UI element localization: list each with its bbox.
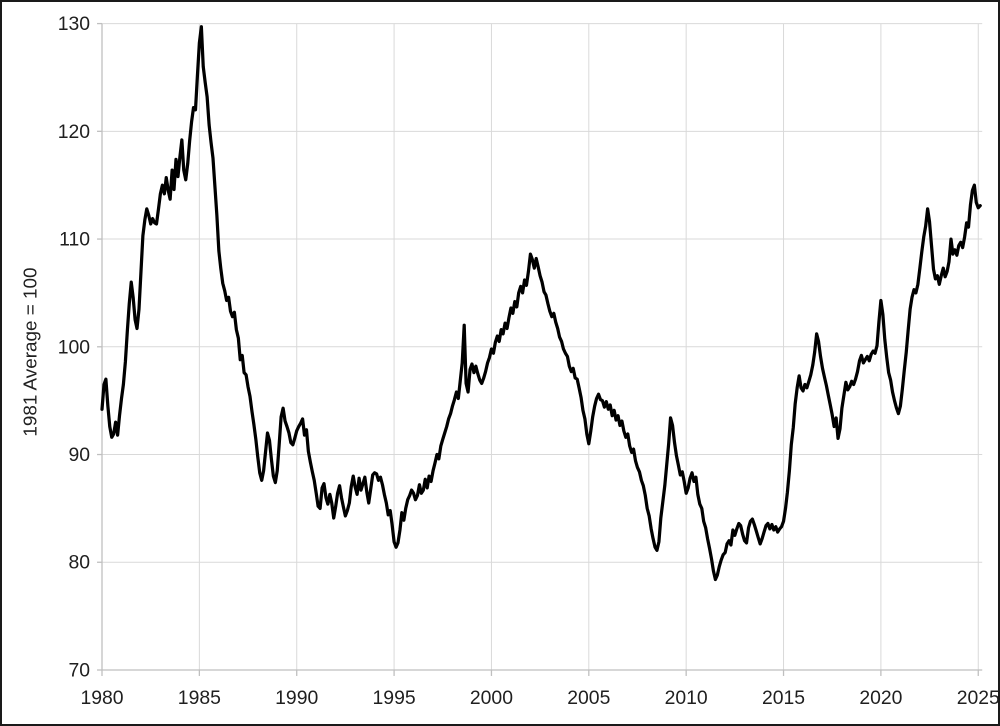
axis-labels: 1980 1985 1990 1995 2000 2005 2010 2015 2020 2025… <box>58 13 998 709</box>
x-tick-label: 2000 <box>470 687 513 709</box>
x-tick-label: 2020 <box>859 687 902 709</box>
x-tick-label: 1985 <box>178 687 221 709</box>
y-tick-label: 110 <box>59 229 90 251</box>
y-tick-label: 70 <box>69 659 91 681</box>
y-tick-label: 130 <box>58 13 91 35</box>
x-tick-label: 2010 <box>665 687 708 709</box>
y-tick-label: 80 <box>69 552 91 574</box>
data-line <box>100 25 982 582</box>
x-tick-label: 2025 <box>957 687 998 709</box>
x-tick-label: 1990 <box>275 687 318 709</box>
x-tick-label: 1980 <box>80 687 123 709</box>
gridlines <box>102 23 983 670</box>
y-axis-title: 1981 Average = 100 <box>21 267 42 436</box>
y-tick-label: 90 <box>69 444 91 466</box>
x-tick-label: 2015 <box>762 687 805 709</box>
y-tick-label: 100 <box>58 336 91 358</box>
tick-marks <box>97 22 979 676</box>
x-tick-label: 1995 <box>373 687 416 709</box>
y-tick-label: 120 <box>58 121 91 143</box>
x-tick-label: 2005 <box>567 687 610 709</box>
